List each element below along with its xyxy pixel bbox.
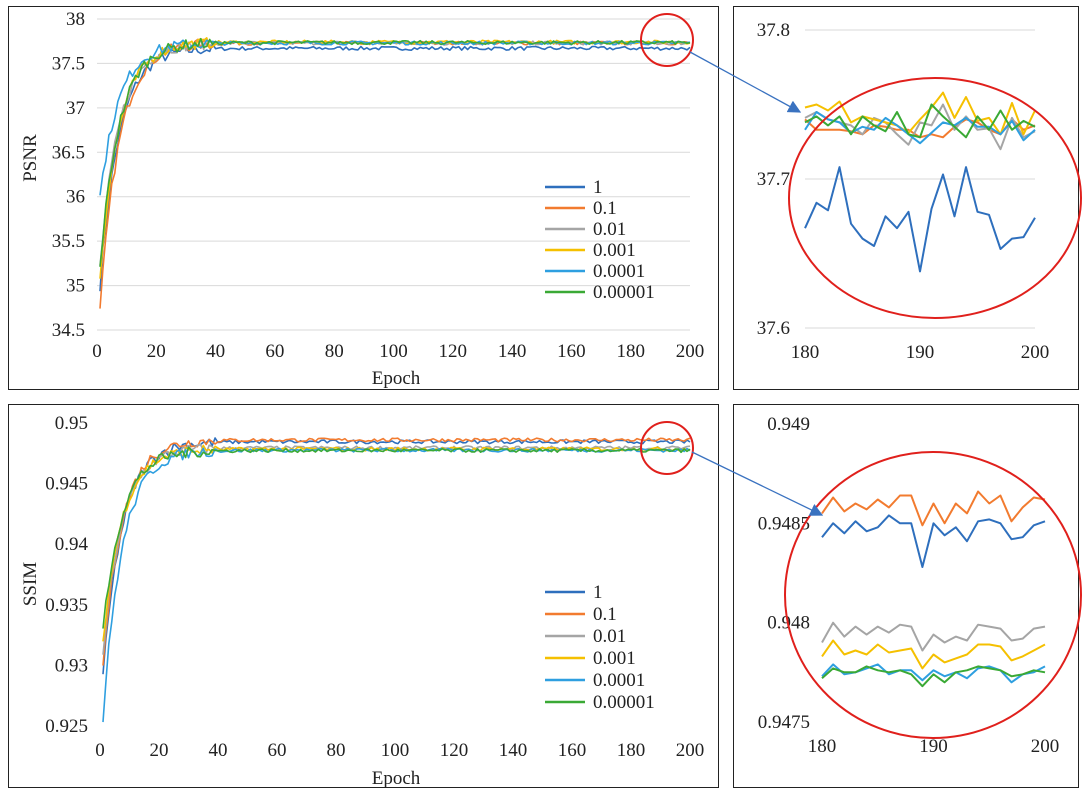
- ssim-zoom-panel: [733, 404, 1079, 788]
- ssim-main-panel: [8, 404, 719, 788]
- psnr-main-panel: [8, 6, 719, 390]
- psnr-zoom-panel: [733, 6, 1079, 390]
